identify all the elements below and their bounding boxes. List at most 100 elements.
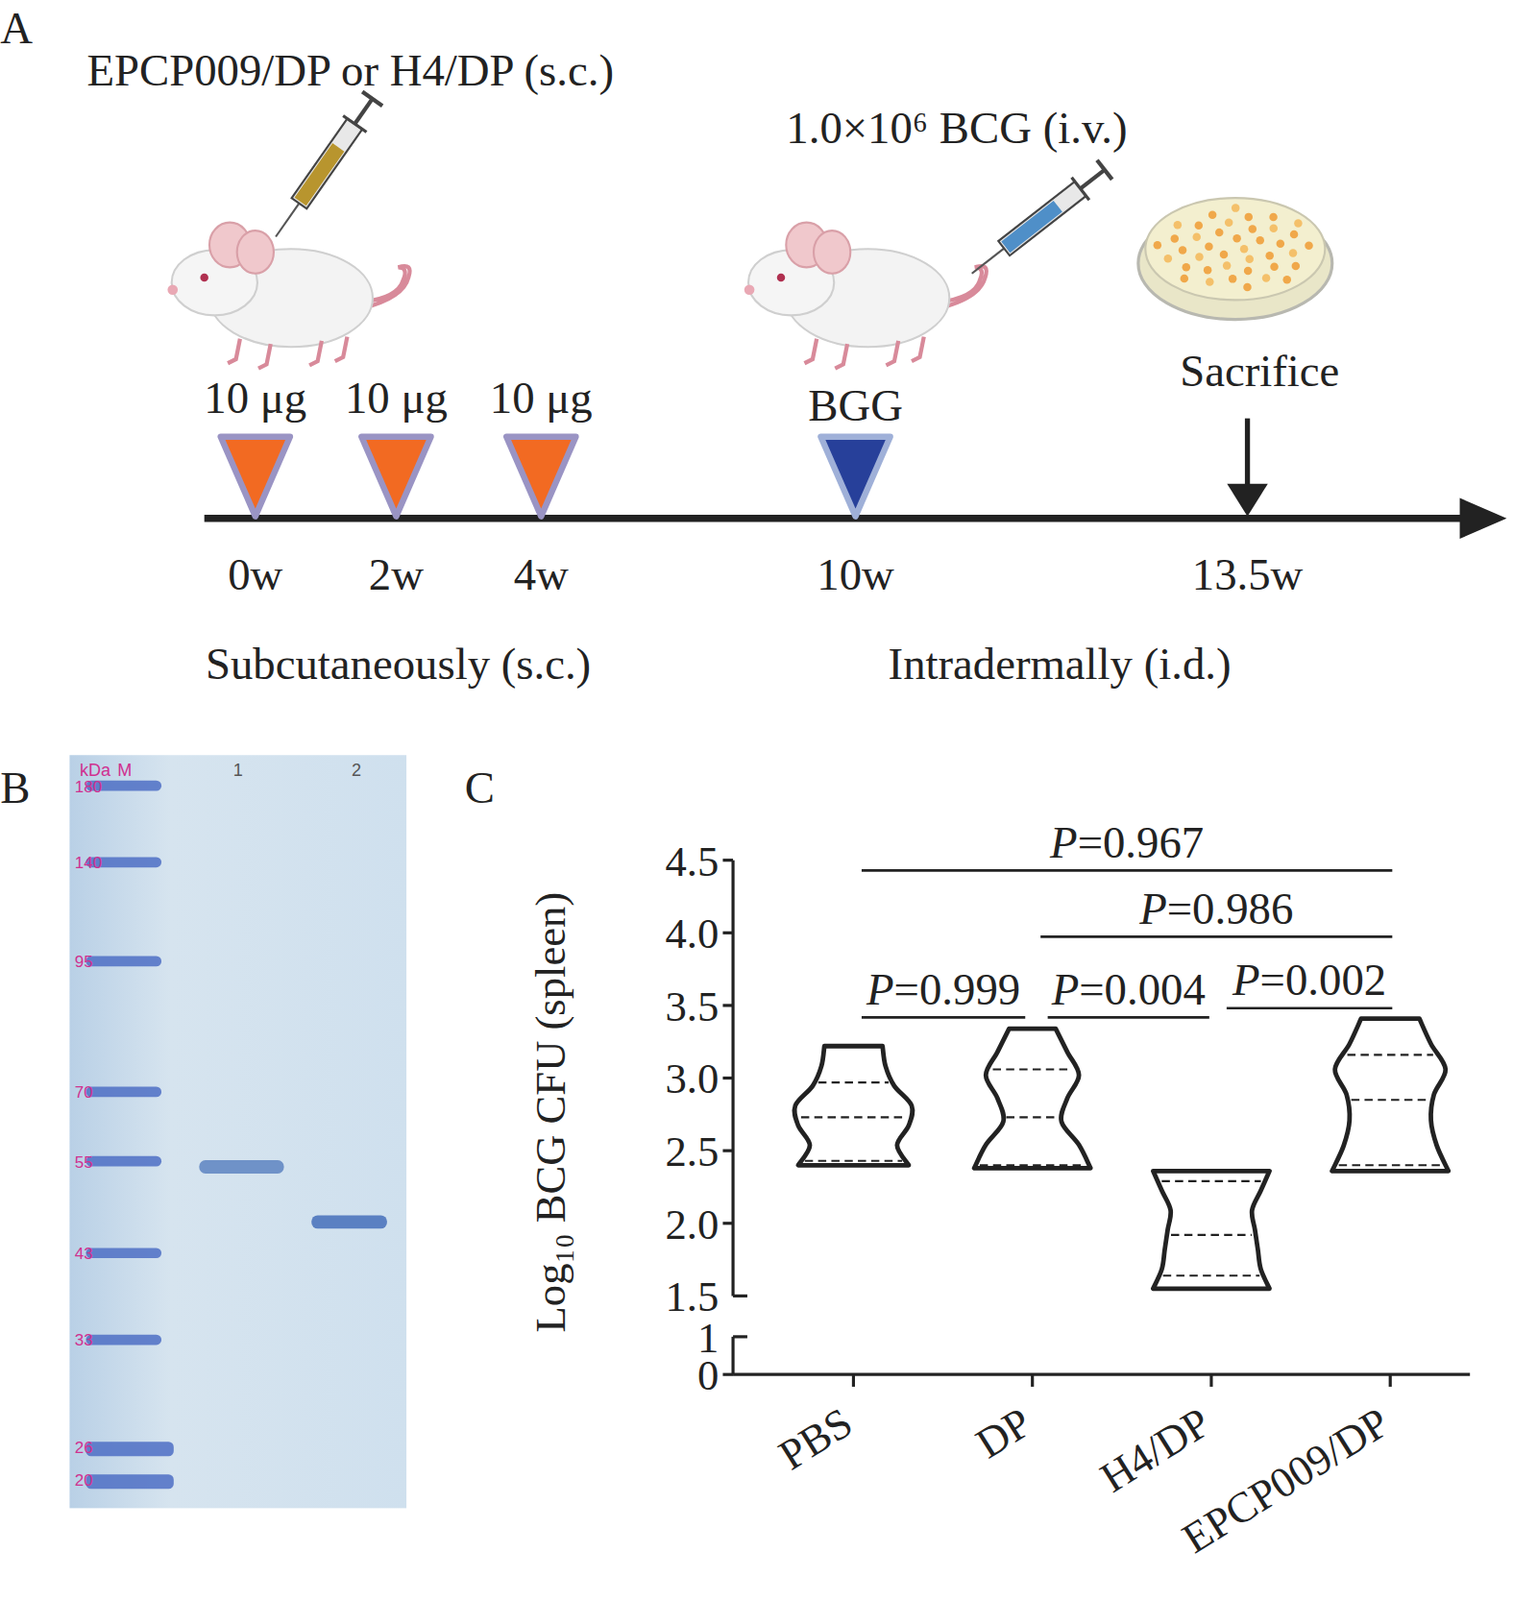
panel-letter: B [0, 762, 30, 813]
ear [237, 230, 274, 274]
p-value: P=0.967 [1049, 817, 1204, 868]
x-tick-label: DP [967, 1398, 1040, 1469]
colony [1164, 254, 1173, 264]
colony [1282, 275, 1292, 285]
mouse-icon [167, 222, 410, 369]
marker-label: 140 [74, 854, 102, 873]
mouse-icon [744, 222, 987, 369]
quartile-line [1161, 1180, 1261, 1183]
x-tick [1030, 1374, 1034, 1388]
endpoint-arrow [1244, 418, 1250, 489]
syringe-icon [963, 158, 1114, 285]
x-tick [852, 1374, 855, 1388]
quartile-line [993, 1068, 1073, 1071]
significance-bar [861, 1016, 1025, 1020]
dose-label: 10 μg [344, 372, 448, 423]
x-tick [1209, 1374, 1213, 1388]
flange [342, 115, 367, 132]
colony [1269, 262, 1279, 271]
plunger [1080, 170, 1105, 190]
colony [1215, 228, 1224, 238]
sample-band [198, 1160, 284, 1174]
marker-band [85, 1441, 173, 1457]
y-tick-label: 4.0 [664, 909, 719, 958]
quartile-line [979, 1164, 1086, 1167]
colony [1224, 218, 1234, 227]
nose [167, 284, 178, 295]
y-tick [722, 1373, 733, 1377]
eye [777, 273, 786, 283]
y-tick [732, 1335, 748, 1339]
boost-marker [820, 437, 890, 517]
significance-bar [1226, 1006, 1392, 1010]
colony [1203, 266, 1213, 275]
significance-bar [1040, 935, 1392, 939]
timepoint-label: 10w [816, 549, 895, 600]
colony [1232, 234, 1242, 244]
quartile-line [1351, 1098, 1430, 1101]
y-tick-label: 3.5 [664, 982, 719, 1031]
y-axis-title: Log₁₀ BCG CFU (spleen) [526, 892, 575, 1334]
liquid [294, 143, 345, 206]
violin [794, 1046, 913, 1166]
x-tick-label: EPCP009/DP [1173, 1398, 1398, 1563]
leg [258, 343, 271, 369]
quartile-line [805, 1160, 903, 1163]
lane-header: 1 [233, 760, 244, 781]
colony [1290, 230, 1299, 240]
dose-label: 10 μg [489, 372, 593, 423]
marker-label: 70 [74, 1083, 94, 1102]
colony [1243, 283, 1252, 293]
needle [972, 248, 1004, 274]
colony [1205, 277, 1215, 287]
colony [1255, 236, 1265, 245]
colony [1244, 267, 1253, 276]
dose-label: 10 μg [203, 372, 307, 423]
leg [834, 343, 848, 369]
colony [1228, 274, 1238, 284]
violin [1152, 1171, 1269, 1289]
y-tick-label: 3.0 [664, 1054, 719, 1103]
marker-band [85, 1474, 173, 1489]
route-label: Intradermally (i.d.) [888, 638, 1232, 689]
barrel [998, 181, 1086, 256]
x-tick-label: PBS [770, 1398, 861, 1480]
colony [1173, 220, 1183, 230]
colony [1180, 274, 1190, 284]
arrowhead [1460, 498, 1508, 540]
y-tick-label: 2.0 [664, 1200, 719, 1249]
gel [69, 755, 407, 1509]
colony [1269, 224, 1279, 234]
colony [1220, 250, 1229, 260]
petri-dish-icon [1138, 197, 1333, 319]
x-tick [1389, 1374, 1392, 1388]
marker-label: 26 [74, 1439, 94, 1458]
colony [1262, 273, 1271, 283]
y-tick [722, 1149, 733, 1153]
endpoint-label: Sacrifice [1179, 345, 1340, 396]
colony [1192, 232, 1201, 242]
quartile-line [801, 1116, 906, 1119]
lane-header: 2 [351, 760, 362, 781]
marker-label: 20 [74, 1471, 94, 1490]
challenge-label: 1.0×10⁶ BCG (i.v.) [785, 102, 1127, 153]
colony [1231, 203, 1241, 213]
colony [1222, 261, 1232, 270]
colony [1195, 252, 1204, 262]
p-value: P=0.002 [1231, 954, 1387, 1005]
marker-label: 95 [74, 952, 94, 972]
marker-band [85, 1087, 162, 1099]
significance-bar [861, 869, 1392, 873]
colony [1171, 234, 1180, 244]
violin [1332, 1019, 1449, 1172]
leg [804, 339, 817, 365]
flange [1072, 177, 1090, 200]
leg [885, 341, 899, 367]
colony [1268, 213, 1278, 222]
quartile-line [1171, 1234, 1252, 1237]
marker-band [85, 1247, 162, 1259]
barrel [292, 119, 364, 210]
leg [911, 337, 925, 363]
y-tick-label: 2.5 [664, 1127, 719, 1176]
quartile-line [1347, 1053, 1434, 1056]
